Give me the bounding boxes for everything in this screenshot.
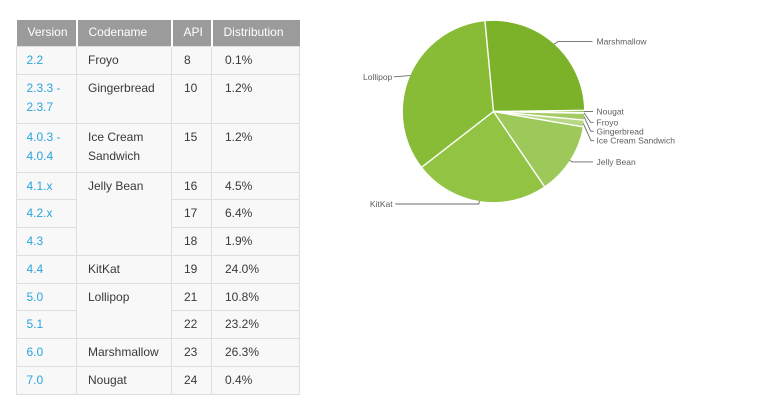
svg-text:KitKat: KitKat bbox=[370, 199, 393, 209]
svg-text:Lollipop: Lollipop bbox=[363, 72, 393, 82]
svg-text:Gingerbread: Gingerbread bbox=[597, 126, 645, 136]
svg-text:Ice Cream Sandwich: Ice Cream Sandwich bbox=[597, 136, 676, 146]
svg-text:Marshmallow: Marshmallow bbox=[597, 37, 648, 47]
svg-text:Froyo: Froyo bbox=[597, 117, 619, 127]
svg-text:Jelly Bean: Jelly Bean bbox=[597, 157, 636, 167]
svg-text:Nougat: Nougat bbox=[597, 107, 625, 117]
